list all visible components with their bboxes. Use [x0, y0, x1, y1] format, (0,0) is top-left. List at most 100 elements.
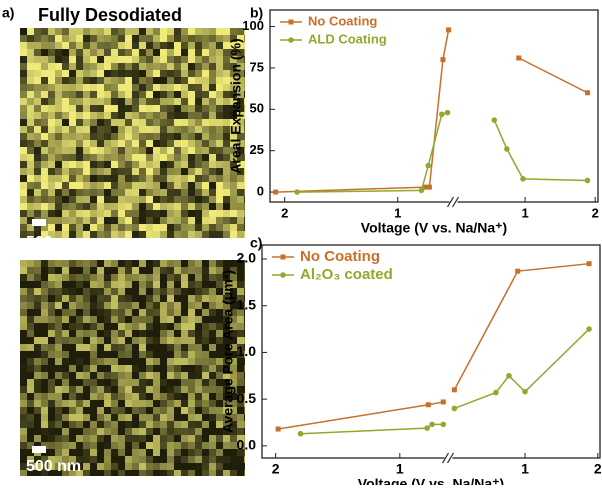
texture-pixel [41, 323, 48, 330]
texture-pixel [48, 316, 55, 323]
texture-pixel [97, 358, 104, 365]
texture-pixel [153, 63, 160, 70]
texture-pixel [34, 337, 41, 344]
texture-pixel [167, 400, 174, 407]
texture-pixel [76, 28, 83, 35]
texture-pixel [202, 365, 209, 372]
texture-pixel [181, 407, 188, 414]
texture-pixel [97, 309, 104, 316]
legend-marker [289, 20, 294, 25]
texture-pixel [62, 126, 69, 133]
texture-pixel [20, 91, 27, 98]
texture-pixel [104, 84, 111, 91]
texture-pixel [62, 84, 69, 91]
texture-pixel [118, 365, 125, 372]
texture-pixel [167, 435, 174, 442]
texture-pixel [146, 98, 153, 105]
texture-pixel [209, 196, 216, 203]
texture-pixel [181, 414, 188, 421]
texture-pixel [153, 463, 160, 470]
texture-pixel [97, 182, 104, 189]
texture-pixel [195, 91, 202, 98]
texture-pixel [125, 133, 132, 140]
texture-pixel [139, 147, 146, 154]
texture-pixel [90, 323, 97, 330]
texture-pixel [146, 344, 153, 351]
texture-pixel [202, 386, 209, 393]
texture-pixel [146, 421, 153, 428]
texture-pixel [48, 105, 55, 112]
texture-pixel [118, 49, 125, 56]
scale-bar-label: 500 nm [26, 234, 81, 251]
texture-pixel [160, 442, 167, 449]
texture-pixel [153, 203, 160, 210]
texture-pixel [216, 77, 223, 84]
texture-pixel [181, 442, 188, 449]
texture-pixel [118, 393, 125, 400]
texture-pixel [160, 224, 167, 231]
texture-pixel [34, 344, 41, 351]
texture-pixel [195, 260, 202, 267]
texture-pixel [153, 344, 160, 351]
texture-pixel [195, 309, 202, 316]
texture-pixel [160, 414, 167, 421]
texture-pixel [160, 337, 167, 344]
texture-pixel [202, 217, 209, 224]
texture-pixel [139, 126, 146, 133]
texture-pixel [216, 175, 223, 182]
texture-pixel [237, 274, 244, 281]
texture-pixel [160, 154, 167, 161]
texture-pixel [55, 302, 62, 309]
texture-pixel [41, 337, 48, 344]
texture-pixel [90, 386, 97, 393]
texture-pixel [83, 330, 90, 337]
texture-pixel [216, 231, 223, 238]
texture-pixel [202, 70, 209, 77]
panel-label: c) [250, 235, 262, 251]
texture-pixel [202, 84, 209, 91]
texture-pixel [48, 435, 55, 442]
texture-pixel [97, 463, 104, 470]
texture-pixel [153, 70, 160, 77]
texture-pixel [139, 281, 146, 288]
texture-pixel [244, 456, 245, 463]
y-tick-label: 100 [242, 18, 264, 33]
texture-pixel [90, 182, 97, 189]
texture-pixel [181, 288, 188, 295]
texture-pixel [139, 309, 146, 316]
texture-pixel [160, 28, 167, 35]
texture-pixel [146, 330, 153, 337]
texture-pixel [76, 295, 83, 302]
texture-pixel [69, 119, 76, 126]
texture-pixel [34, 119, 41, 126]
texture-pixel [48, 358, 55, 365]
texture-pixel [34, 435, 41, 442]
texture-pixel [188, 203, 195, 210]
texture-pixel [20, 98, 27, 105]
texture-pixel [244, 203, 245, 210]
texture-pixel [104, 133, 111, 140]
texture-pixel [125, 344, 132, 351]
texture-pixel [209, 323, 216, 330]
texture-pixel [209, 386, 216, 393]
texture-pixel [237, 463, 244, 470]
texture-pixel [174, 161, 181, 168]
texture-pixel [188, 112, 195, 119]
texture-pixel [167, 309, 174, 316]
texture-pixel [237, 379, 244, 386]
marker [439, 111, 445, 117]
texture-pixel [174, 182, 181, 189]
texture-pixel [167, 49, 174, 56]
texture-pixel [230, 217, 237, 224]
texture-pixel [146, 77, 153, 84]
texture-pixel [48, 119, 55, 126]
texture-pixel [160, 84, 167, 91]
texture-pixel [139, 168, 146, 175]
texture-pixel [237, 267, 244, 274]
texture-pixel [209, 224, 216, 231]
texture-pixel [139, 463, 146, 470]
texture-pixel [125, 365, 132, 372]
texture-pixel [167, 302, 174, 309]
texture-pixel [76, 351, 83, 358]
texture-pixel [195, 217, 202, 224]
